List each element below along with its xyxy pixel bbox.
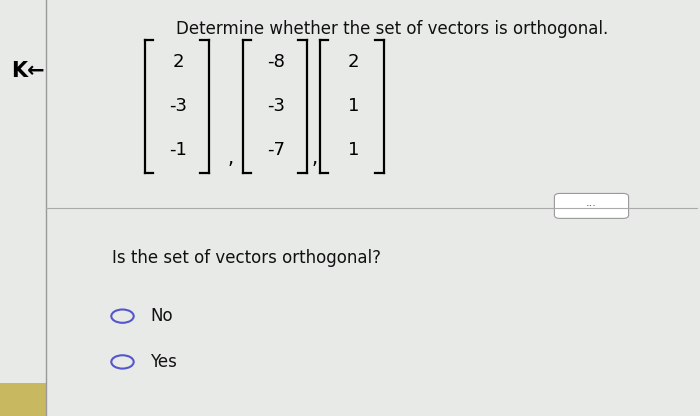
Text: K←: K←	[11, 61, 45, 81]
FancyBboxPatch shape	[554, 193, 629, 218]
Text: No: No	[150, 307, 173, 325]
Text: 1: 1	[348, 97, 359, 115]
Text: 2: 2	[348, 53, 359, 72]
Text: 2: 2	[173, 53, 184, 72]
Text: 1: 1	[348, 141, 359, 159]
Text: Yes: Yes	[150, 353, 177, 371]
Text: Determine whether the set of vectors is orthogonal.: Determine whether the set of vectors is …	[176, 20, 608, 38]
Text: -8: -8	[267, 53, 286, 72]
Text: -3: -3	[267, 97, 286, 115]
Text: ,: ,	[312, 149, 318, 168]
Text: -1: -1	[169, 141, 188, 159]
Text: -7: -7	[267, 141, 286, 159]
Text: Is the set of vectors orthogonal?: Is the set of vectors orthogonal?	[112, 249, 381, 267]
FancyBboxPatch shape	[0, 383, 46, 416]
Text: ,: ,	[228, 149, 234, 168]
Text: ···: ···	[586, 201, 597, 211]
Text: -3: -3	[169, 97, 188, 115]
